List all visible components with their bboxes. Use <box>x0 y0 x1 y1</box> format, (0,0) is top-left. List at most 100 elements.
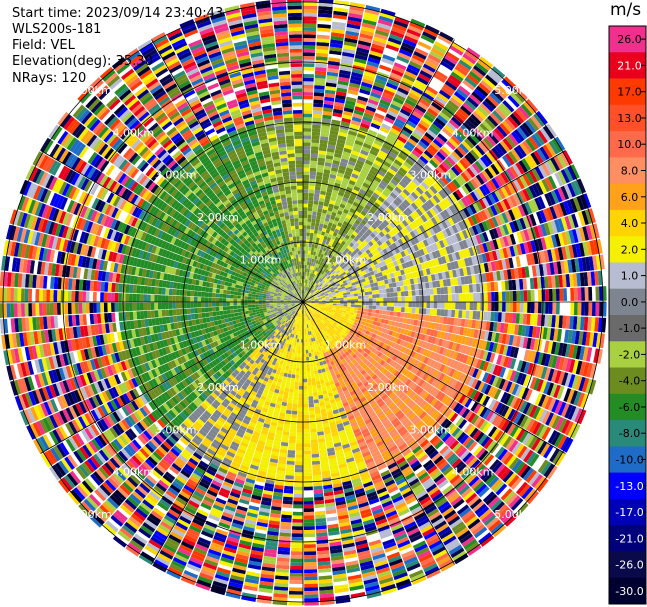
range-gate <box>503 269 509 280</box>
range-gate <box>318 201 324 206</box>
range-gate <box>451 294 456 302</box>
range-gate <box>547 221 555 235</box>
range-gate <box>330 274 335 279</box>
range-gate <box>406 279 411 285</box>
range-gate <box>373 220 380 227</box>
range-gate <box>369 149 379 157</box>
range-gate <box>333 257 338 262</box>
range-gate <box>394 265 400 272</box>
range-gate <box>336 296 340 299</box>
range-gate <box>304 282 306 287</box>
range-gate <box>368 226 375 233</box>
range-gate <box>330 39 344 45</box>
range-gate <box>364 260 370 266</box>
range-gate <box>377 105 388 114</box>
range-gate <box>308 280 312 284</box>
range-gate <box>332 293 336 296</box>
range-gate <box>500 186 509 198</box>
range-gate <box>453 132 464 143</box>
range-gate <box>531 199 539 212</box>
range-gate <box>341 223 347 230</box>
range-gate <box>542 144 553 159</box>
range-gate <box>312 110 323 115</box>
range-gate <box>311 243 315 248</box>
range-gate <box>389 287 394 293</box>
range-gate <box>303 210 308 215</box>
range-gate <box>309 178 316 183</box>
range-gate <box>342 151 351 157</box>
range-gate <box>316 34 330 40</box>
range-gate <box>296 443 303 448</box>
range-gate <box>445 140 456 151</box>
range-gate <box>329 43 343 49</box>
range-gate <box>494 260 500 271</box>
range-gate <box>335 292 340 295</box>
range-gate <box>499 102 512 115</box>
range-gate <box>409 89 422 98</box>
range-gate <box>354 307 358 311</box>
range-gate <box>405 207 413 215</box>
range-gate <box>426 308 430 315</box>
range-gate <box>303 353 306 358</box>
range-gate <box>479 56 494 69</box>
range-gate <box>323 267 327 272</box>
range-gate <box>305 290 307 294</box>
range-gate <box>304 293 306 298</box>
range-gate <box>502 302 506 312</box>
range-gate <box>469 293 474 302</box>
range-gate <box>365 105 377 113</box>
range-gate <box>309 294 313 297</box>
range-gate <box>517 267 523 279</box>
range-gate <box>413 107 425 117</box>
range-gate <box>312 117 322 122</box>
range-gate <box>303 511 315 516</box>
range-gate <box>548 288 553 301</box>
range-gate <box>486 95 499 107</box>
range-gate <box>303 185 309 190</box>
range-gate <box>469 149 480 161</box>
range-gate <box>292 515 303 520</box>
range-gate <box>365 268 370 274</box>
range-gate <box>485 241 492 252</box>
range-gate <box>484 302 488 311</box>
range-gate <box>305 246 309 251</box>
range-gate <box>489 112 502 125</box>
range-gate <box>306 232 310 237</box>
range-gate <box>293 497 303 502</box>
range-gate <box>438 89 451 100</box>
range-gate <box>370 256 376 262</box>
range-gate <box>308 243 312 248</box>
range-gate <box>485 151 496 163</box>
range-gate <box>319 273 323 278</box>
range-gate <box>497 188 506 200</box>
range-gate <box>342 220 349 226</box>
range-gate <box>386 184 394 192</box>
range-gate <box>357 175 366 182</box>
range-gate <box>356 261 362 266</box>
range-gate <box>303 297 304 301</box>
range-gate <box>306 367 311 372</box>
range-gate <box>421 192 430 201</box>
range-gate <box>406 95 418 105</box>
range-gate <box>448 226 456 235</box>
range-gate <box>330 35 344 42</box>
range-gate <box>325 296 330 299</box>
range-gate <box>448 302 452 310</box>
range-gate <box>326 210 332 216</box>
range-gate <box>523 302 528 313</box>
range-gate <box>368 308 373 313</box>
range-gate <box>554 219 562 233</box>
range-gate <box>378 150 388 158</box>
range-gate <box>391 235 398 243</box>
range-gate <box>331 291 336 295</box>
range-gate <box>373 236 380 242</box>
range-gate <box>317 157 326 163</box>
range-gate <box>307 254 311 259</box>
range-gate <box>426 85 439 96</box>
range-gate <box>397 87 409 96</box>
range-gate <box>315 259 319 264</box>
range-gate <box>303 232 307 237</box>
range-gate <box>356 159 365 166</box>
range-gate <box>510 148 521 162</box>
range-gate <box>537 289 542 301</box>
